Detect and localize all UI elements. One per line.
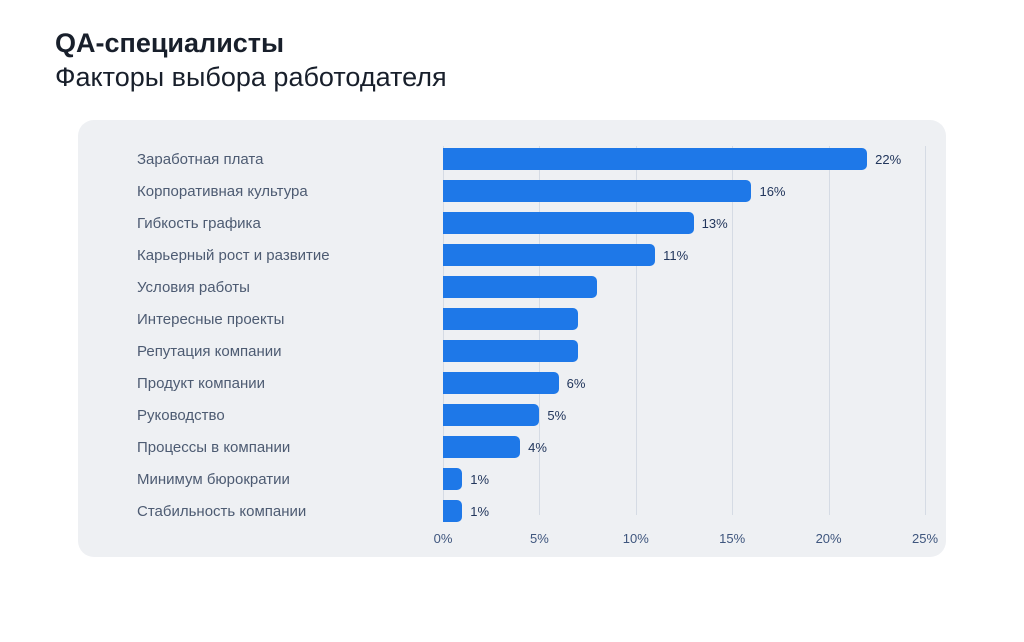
chart-card: Заработная плата 22% Корпоративная культур… (78, 120, 946, 557)
bar-track: 5% (443, 404, 925, 426)
gridline (732, 146, 734, 515)
bar (443, 500, 463, 522)
bar (443, 340, 578, 362)
bar-track: 1% (443, 468, 925, 490)
gridline (828, 146, 830, 515)
bar (443, 276, 598, 298)
bar-value-label: 5% (547, 407, 567, 423)
category-label: Карьерный рост и развитие (137, 246, 330, 264)
chart-row: Минимум бюрократии 1% (137, 463, 925, 495)
page-subtitle: Факторы выбора работодателя (55, 62, 447, 92)
bar-track (443, 308, 925, 330)
category-label: Минимум бюрократии (137, 470, 290, 488)
category-label: Руководство (137, 406, 225, 424)
bar-track: 13% (443, 212, 925, 234)
x-axis: 0% 5% 10% 15% 20% 25% (434, 531, 938, 549)
bar (443, 308, 578, 330)
chart-row: Заработная плата 22% (137, 143, 925, 175)
x-axis-tick: 25% (911, 531, 939, 546)
bar-value-label: 16% (759, 183, 786, 199)
chart-row: Стабильность компании 1% (137, 495, 925, 527)
bar-value-label: 13% (701, 215, 728, 231)
bar (443, 372, 559, 394)
bar-track: 4% (443, 436, 925, 458)
chart-row: Карьерный рост и развитие 11% (137, 239, 925, 271)
chart-row: Условия работы (137, 271, 925, 303)
bar (443, 180, 752, 202)
category-label: Заработная плата (137, 150, 264, 168)
bar-value-label: 4% (528, 439, 547, 455)
bar-value-label: 1% (470, 503, 490, 519)
category-label: Интересные проекты (137, 310, 285, 328)
x-axis-tick: 10% (622, 531, 649, 546)
bar-track: 16% (443, 180, 925, 202)
bar (443, 404, 540, 426)
x-axis-tick: 20% (815, 531, 842, 546)
chart-row: Процессы в компании 4% (137, 431, 925, 463)
page-header: QA-специалисты Факторы выбора работодате… (55, 26, 447, 94)
bar (443, 212, 694, 234)
chart-row: Корпоративная культура 16% (137, 175, 925, 207)
chart-gridlines (443, 146, 926, 515)
gridline (635, 146, 637, 515)
x-axis-tick: 5% (529, 531, 549, 546)
bar (443, 148, 868, 170)
chart-row: Гибкость графика 13% (137, 207, 925, 239)
gridline (443, 146, 444, 515)
page-title: QA-специалисты (55, 28, 285, 58)
bar-value-label: 22% (875, 151, 902, 167)
x-axis-tick: 15% (719, 531, 746, 546)
category-label: Корпоративная культура (137, 182, 308, 200)
category-label: Гибкость графика (137, 214, 261, 232)
category-label: Условия работы (137, 278, 250, 296)
bar-track: 22% (443, 148, 925, 170)
bar-track: 6% (443, 372, 925, 394)
bar (443, 436, 521, 458)
bar (443, 468, 463, 490)
bar-value-label: 6% (566, 375, 586, 391)
category-label: Репутация компании (137, 342, 282, 360)
chart-row: Репутация компании (137, 335, 925, 367)
bar-track (443, 276, 925, 298)
chart-row: Продукт компании 6% (137, 367, 925, 399)
bar-track: 1% (443, 500, 925, 522)
chart-row: Интересные проекты (137, 303, 925, 335)
chart-row: Руководство 5% (137, 399, 925, 431)
category-label: Продукт компании (137, 374, 266, 392)
category-label: Процессы в компании (137, 438, 291, 456)
bar-value-label: 1% (470, 471, 490, 487)
bar-value-label: 11% (663, 247, 689, 263)
bar-track: 11% (443, 244, 925, 266)
bar-track (443, 340, 925, 362)
x-axis-tick: 0% (433, 531, 453, 546)
chart-rows: Заработная плата 22% Корпоративная культур… (137, 143, 925, 527)
bar (443, 244, 656, 266)
gridline (539, 146, 541, 515)
category-label: Стабильность компании (137, 502, 307, 520)
bar-chart: Заработная плата 22% Корпоративная культур… (137, 143, 938, 549)
gridline (925, 146, 926, 515)
